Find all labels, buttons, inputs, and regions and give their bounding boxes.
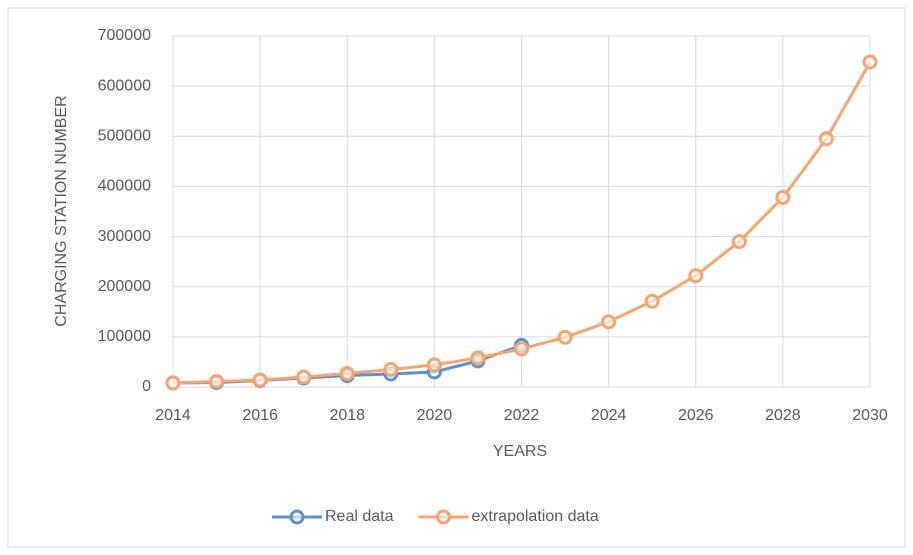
x-tick-label: 2018 bbox=[329, 407, 365, 424]
legend-label: extrapolation data bbox=[472, 508, 599, 525]
x-tick-label: 2028 bbox=[765, 407, 801, 424]
legend-swatch-marker bbox=[289, 509, 305, 525]
y-tick-label: 600000 bbox=[98, 77, 151, 94]
data-point bbox=[514, 341, 529, 357]
y-tick-label: 300000 bbox=[98, 228, 151, 245]
data-point bbox=[731, 234, 747, 250]
x-tick-label: 2030 bbox=[852, 407, 888, 424]
y-axis-title: CHARGING STATION NUMBER bbox=[53, 95, 70, 326]
y-tick-label: 400000 bbox=[98, 178, 151, 195]
data-point bbox=[339, 365, 355, 381]
y-tick-label: 200000 bbox=[98, 278, 151, 295]
data-point bbox=[426, 357, 442, 373]
x-tick-label: 2014 bbox=[155, 407, 191, 424]
y-tick-label: 700000 bbox=[98, 27, 151, 44]
x-tick-label: 2024 bbox=[591, 407, 627, 424]
x-tick-label: 2026 bbox=[678, 407, 714, 424]
data-point bbox=[644, 293, 660, 309]
data-point bbox=[818, 131, 834, 147]
x-tick-label: 2022 bbox=[504, 407, 540, 424]
legend-swatch-marker bbox=[436, 509, 451, 525]
data-point bbox=[165, 375, 181, 391]
data-point bbox=[688, 268, 704, 284]
y-tick-label: 0 bbox=[142, 378, 151, 395]
x-tick-label: 2016 bbox=[242, 407, 278, 424]
data-point bbox=[209, 373, 225, 389]
x-tick-label: 2020 bbox=[417, 407, 453, 424]
y-tick-label: 100000 bbox=[98, 328, 151, 345]
data-point bbox=[296, 369, 312, 385]
y-tick-label: 500000 bbox=[98, 128, 151, 145]
data-point bbox=[601, 314, 617, 330]
data-point bbox=[557, 329, 573, 345]
data-point bbox=[775, 189, 791, 205]
chart-frame bbox=[7, 7, 906, 548]
data-point bbox=[383, 361, 399, 377]
x-axis-title: YEARS bbox=[493, 443, 547, 460]
legend-label: Real data bbox=[325, 508, 394, 525]
data-point bbox=[470, 350, 486, 366]
data-point bbox=[252, 372, 268, 388]
data-point bbox=[862, 54, 878, 70]
